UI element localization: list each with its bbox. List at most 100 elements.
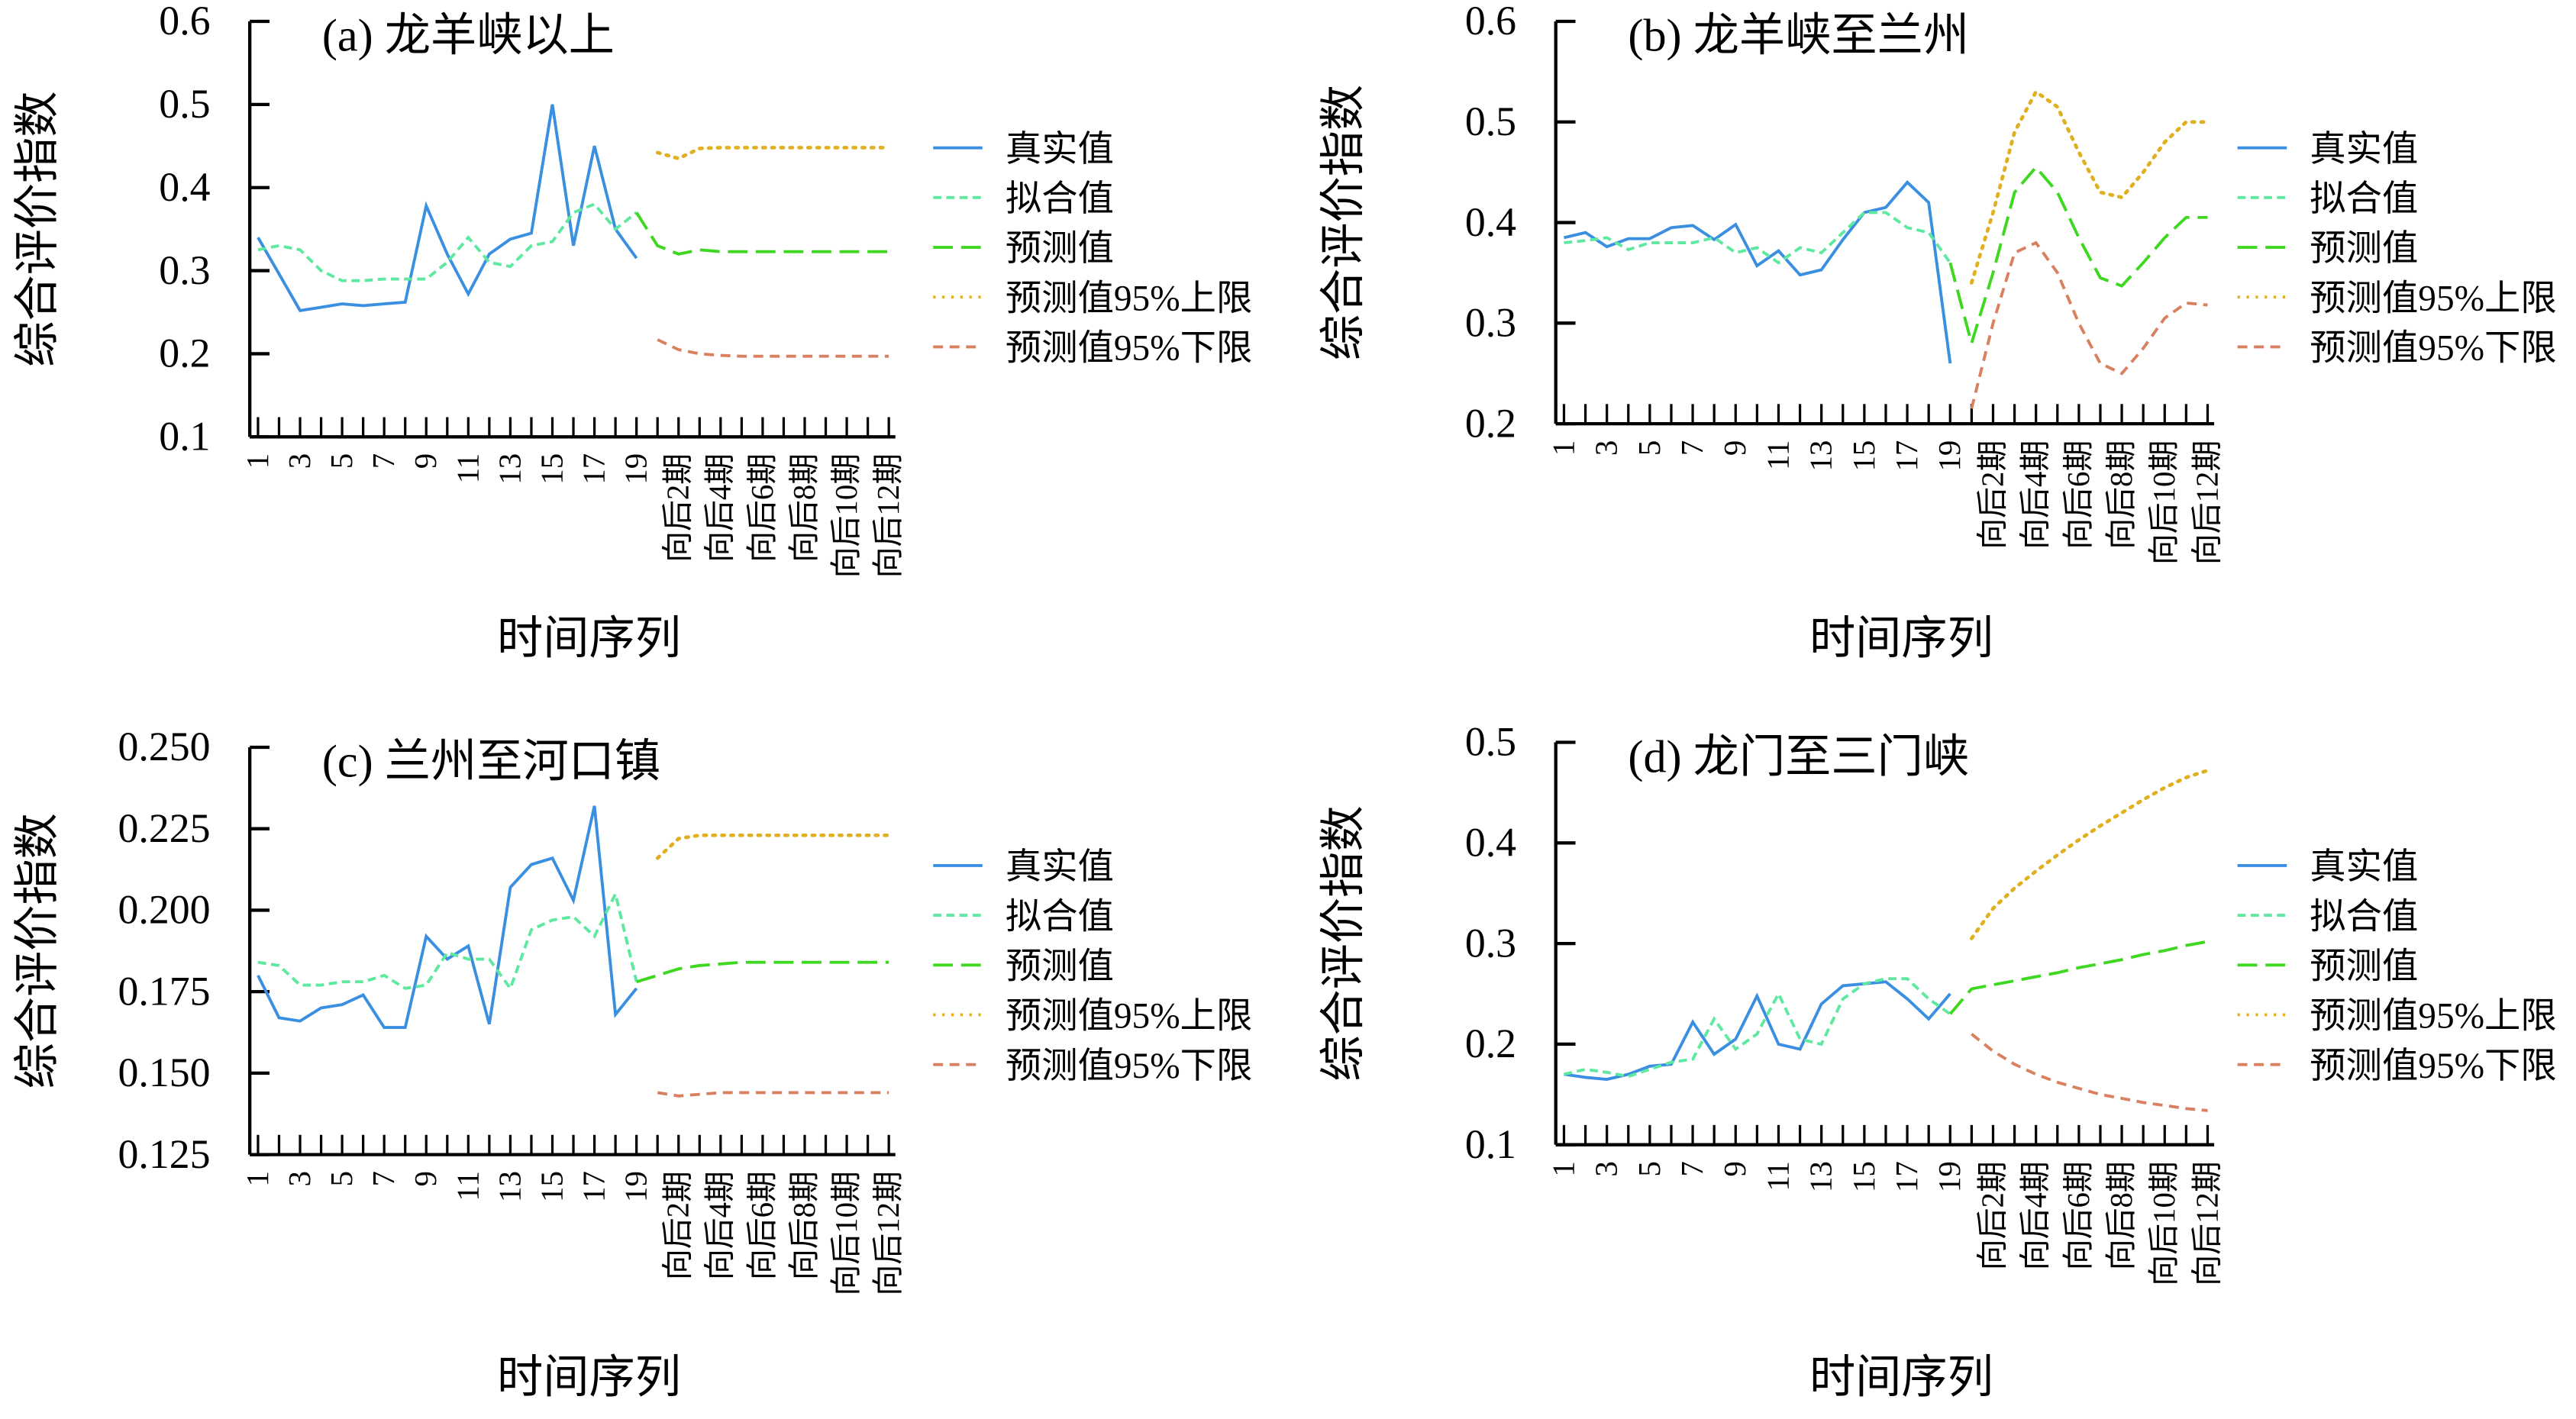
x-tick-label: 13 — [492, 453, 527, 485]
x-tick-label: 9 — [1718, 440, 1752, 456]
legend-label: 预测值 — [2310, 229, 2418, 269]
x-tick-label: 15 — [534, 1171, 569, 1202]
y-tick-label: 0.175 — [118, 968, 211, 1014]
series-line-0 — [1564, 180, 1952, 364]
y-tick-label: 0.4 — [1465, 820, 1516, 866]
legend-label: 真实值 — [1006, 847, 1114, 887]
series-line-1 — [257, 889, 638, 992]
series-line-3 — [1969, 768, 2210, 940]
chart-panel-3: 0.10.20.30.40.51 3 5 7 9 11 13 15 17 19 向后2期 向后4期 向后… — [1319, 719, 2557, 1404]
x-tick-label: 向后6期 — [2061, 1161, 2096, 1270]
legend-label: 预测值95%上限 — [2310, 997, 2556, 1037]
legend-label: 拟合值 — [2310, 897, 2418, 937]
x-tick-label: 7 — [1675, 440, 1709, 456]
x-tick-label: 13 — [1804, 1161, 1838, 1192]
x-tick-label: 向后12期 — [871, 453, 905, 579]
x-tick-label: 向后10期 — [829, 1171, 864, 1296]
series-line-3 — [655, 833, 891, 860]
y-tick-label: 0.2 — [159, 331, 210, 376]
y-axis-label: 综合评价指数 — [1319, 85, 1370, 360]
series-line-2 — [636, 960, 889, 984]
x-tick-label: 3 — [1590, 1161, 1624, 1176]
y-tick-label: 0.6 — [159, 0, 210, 44]
x-tick-label: 9 — [408, 1171, 443, 1186]
x-tick-label: 17 — [576, 1171, 611, 1202]
legend-label: 预测值95%上限 — [1006, 997, 1252, 1037]
y-tick-label: 0.250 — [118, 724, 211, 769]
legend-label: 预测值95%下限 — [2310, 1047, 2556, 1086]
y-tick-label: 0.3 — [1465, 300, 1516, 346]
x-tick-label: 9 — [408, 453, 443, 469]
y-tick-label: 0.3 — [159, 247, 210, 293]
x-tick-label: 向后10期 — [829, 453, 864, 579]
y-tick-label: 0.1 — [1465, 1121, 1516, 1167]
x-tick-label: 1 — [240, 1171, 275, 1186]
legend-label: 预测值 — [1006, 229, 1114, 269]
x-tick-label: 9 — [1718, 1161, 1752, 1176]
legend-label: 预测值95%下限 — [1006, 1047, 1252, 1086]
x-tick-label: 向后4期 — [703, 1171, 738, 1280]
x-tick-label: 向后2期 — [661, 1171, 696, 1280]
y-tick-label: 0.5 — [1465, 719, 1516, 765]
x-tick-label: 7 — [1675, 1161, 1709, 1176]
chart-panel-1: 0.20.30.40.50.61 3 5 7 9 11 13 15 17 19 向后2期 向后4期 向后… — [1319, 0, 2557, 664]
y-tick-label: 0.5 — [159, 81, 210, 127]
x-tick-label: 11 — [450, 453, 485, 483]
x-tick-label: 5 — [324, 1171, 359, 1186]
x-tick-label: 向后6期 — [745, 1171, 780, 1280]
x-tick-label: 13 — [1804, 440, 1838, 472]
legend-label: 真实值 — [1006, 130, 1114, 169]
series-line-1 — [1564, 211, 1951, 265]
x-tick-label: 5 — [1632, 440, 1667, 456]
x-tick-label: 19 — [1932, 440, 1967, 472]
y-axis-label: 综合评价指数 — [1319, 805, 1370, 1081]
y-tick-label: 0.225 — [118, 805, 211, 851]
series-line-4 — [657, 1091, 889, 1098]
x-tick-label: 7 — [366, 453, 401, 469]
series-line-4 — [1971, 1033, 2208, 1112]
y-tick-label: 0.125 — [118, 1131, 211, 1177]
x-axis-label: 时间序列 — [497, 1353, 681, 1404]
legend-label: 真实值 — [2310, 130, 2418, 169]
x-tick-label: 15 — [1847, 440, 1881, 472]
chart-title: (a) 龙羊峡以上 — [322, 11, 615, 62]
x-tick-label: 向后12期 — [2190, 1161, 2224, 1286]
x-tick-label: 向后8期 — [787, 1171, 822, 1280]
series-line-1 — [1564, 977, 1951, 1079]
x-tick-label: 7 — [366, 1171, 401, 1186]
y-tick-label: 0.2 — [1465, 1021, 1516, 1066]
x-tick-label: 19 — [619, 1171, 654, 1202]
x-axis-label: 时间序列 — [1809, 613, 1993, 664]
x-tick-label: 向后6期 — [745, 453, 780, 563]
y-tick-label: 0.5 — [1465, 98, 1516, 144]
x-tick-label: 3 — [282, 453, 317, 469]
x-tick-label: 向后4期 — [2019, 1161, 2053, 1270]
y-tick-label: 0.200 — [118, 887, 211, 933]
x-axis-label: 时间序列 — [1809, 1353, 1993, 1404]
legend-label: 预测值95%上限 — [1006, 279, 1252, 318]
x-tick-label: 向后4期 — [2019, 440, 2053, 550]
x-tick-label: 向后8期 — [2104, 440, 2139, 550]
y-tick-label: 0.4 — [1465, 199, 1516, 245]
x-tick-label: 向后8期 — [787, 453, 822, 563]
series-line-2 — [1948, 165, 2208, 349]
legend-label: 预测值95%下限 — [2310, 329, 2556, 369]
x-tick-label: 1 — [1546, 440, 1580, 456]
y-tick-label: 0.2 — [1465, 400, 1516, 446]
series-line-4 — [1970, 240, 2208, 409]
chart-title: (b) 龙羊峡至兰州 — [1628, 11, 1969, 62]
series-line-0 — [257, 805, 638, 1029]
x-tick-label: 向后10期 — [2147, 1161, 2181, 1286]
x-tick-label: 向后12期 — [871, 1171, 905, 1296]
x-tick-label: 17 — [1890, 1161, 1924, 1192]
series-line-2 — [1948, 940, 2208, 1015]
x-tick-label: 向后2期 — [1975, 1161, 2009, 1270]
series-line-4 — [657, 338, 889, 358]
legend-label: 拟合值 — [1006, 179, 1114, 219]
x-tick-label: 向后12期 — [2190, 440, 2224, 566]
legend-label: 预测值 — [1006, 947, 1114, 987]
legend-label: 预测值 — [2310, 947, 2418, 987]
x-tick-label: 1 — [1546, 1161, 1580, 1176]
chart-panel-0: 0.10.20.30.40.50.61 3 5 7 9 11 13 15 17 19 向后2期 向后4… — [12, 0, 1252, 664]
